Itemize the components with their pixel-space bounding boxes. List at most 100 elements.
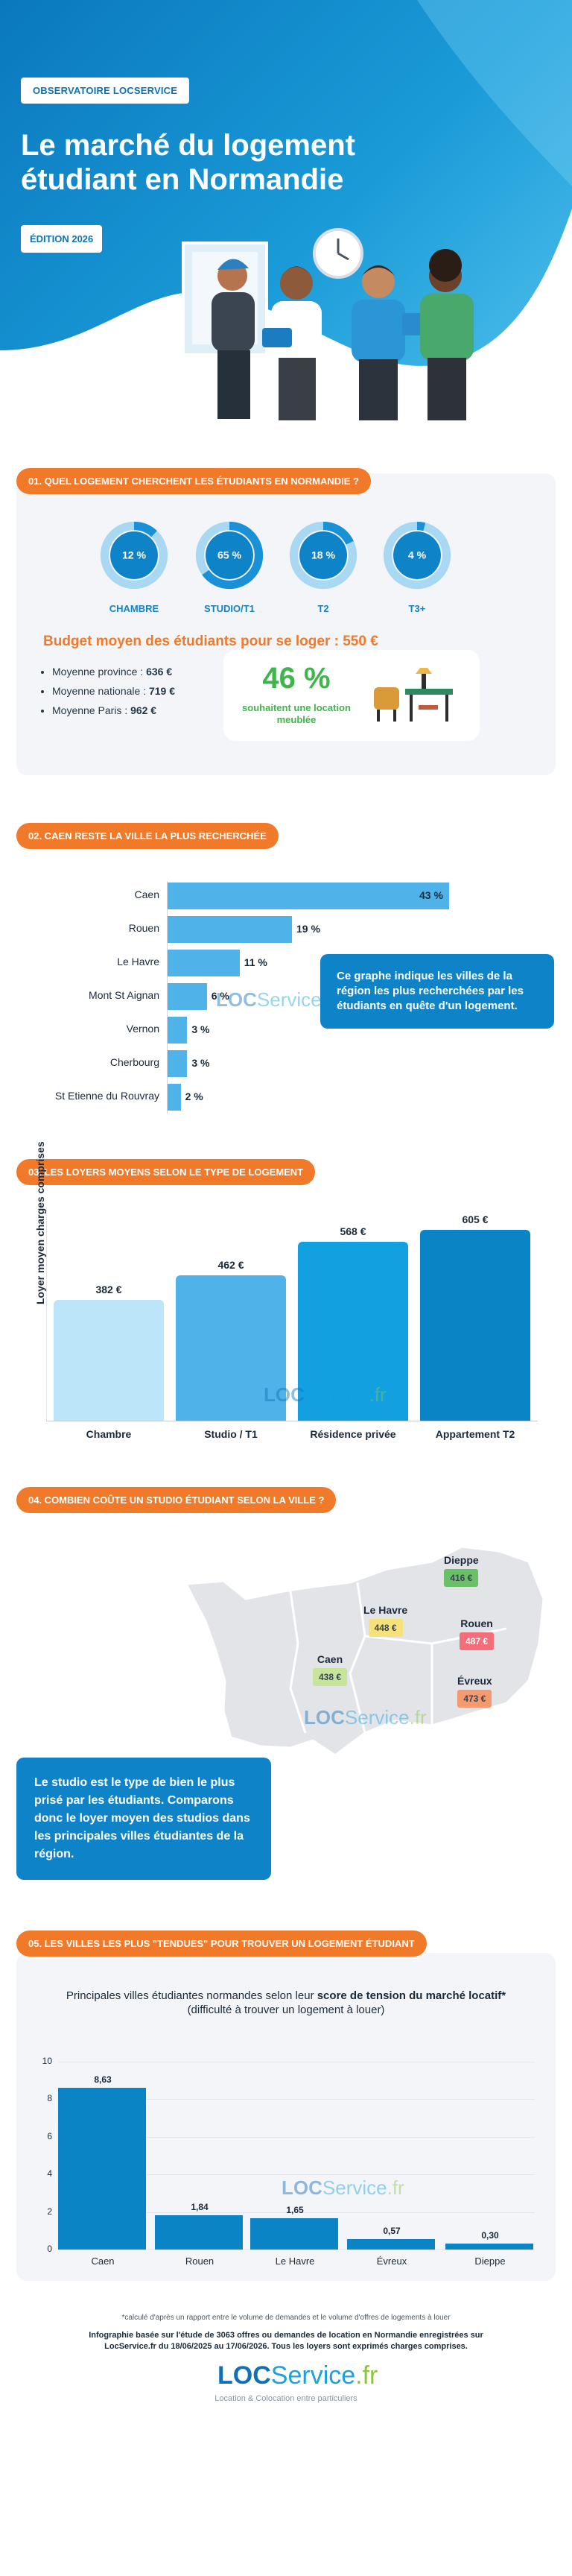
tension-bar [155,2214,243,2250]
tension-bar [250,2218,338,2250]
city-value-label: 11 % [244,956,267,968]
city-bar [168,916,293,943]
city-value-label: 6 % [211,990,229,1002]
gridline [58,2099,535,2100]
rent-value-label: 568 € [340,1225,366,1237]
city-bar [168,1084,181,1111]
city-name: Cherbourg [109,1056,159,1068]
city-bar [168,983,207,1010]
city-name: St Etienne du Rouvray [54,1090,159,1102]
donut-label: CHAMBRE [109,603,159,614]
rent-bar [54,1300,164,1421]
tension-bar [347,2238,435,2250]
rent-bar [420,1230,530,1421]
map-city-label: Rouen 487 € [460,1617,495,1650]
rent-category-label: Studio / T1 [204,1428,258,1440]
gridline [58,2136,535,2138]
city-value-label: 2 % [185,1090,203,1102]
gridline [58,2174,535,2176]
tension-category-label: Dieppe [474,2255,506,2267]
normandy-map [184,1545,545,1757]
y-tick-label: 2 [47,2206,52,2217]
section-studio-villes: 04. COMBIEN COÛTE UN STUDIO ÉTUDIANT SEL… [0,1487,572,1890]
map-city-label: Dieppe 416 € [444,1554,479,1587]
map-city-name: Le Havre [363,1604,408,1616]
donut-value: 4 % [408,549,427,561]
budget-averages-list: Moyenne province : 636 € Moyenne nationa… [52,666,175,724]
map-city-label: Le Havre 448 € [363,1604,407,1637]
rent-y-axis-label: Loyer moyen charges comprises [34,1141,46,1304]
map-city-name: Caen [317,1653,343,1665]
city-name: Caen [134,888,159,900]
edition-badge: ÉDITION 2026 [21,225,103,253]
tension-chart-title: Principales villes étudiantes normandes … [66,1989,506,2016]
section-loyers-type: 03. LES LOYERS MOYENS SELON LE TYPE DE L… [0,1159,572,1450]
y-tick-label: 0 [47,2244,52,2254]
budget-item: Moyenne province : 636 € [52,666,175,678]
tension-value-label: 8,63 [94,2074,112,2085]
rent-value-label: 382 € [95,1284,122,1296]
donut-label: T2 [317,603,329,614]
housing-type-0: 12 % CHAMBRE [89,520,179,614]
city-bar [168,950,240,976]
rent-value-label: 462 € [217,1258,244,1271]
donut-value: 18 % [311,549,336,561]
map-city-label: Évreux 473 € [457,1675,492,1708]
y-tick-label: 10 [42,2056,52,2066]
hero-header: OBSERVATOIRE LOCSERVICE Le marché du log… [0,0,572,436]
locservice-watermark: LOCService.fr [282,2176,404,2199]
furnished-card: 46 % souhaitent une location meublée [223,650,480,741]
donut-fill-arc [195,521,264,590]
section-logement-recherche: 01. QUEL LOGEMENT CHERCHENT LES ÉTUDIANT… [0,455,572,775]
tension-category-label: Le Havre [275,2255,315,2267]
map-city-price: 487 € [460,1632,495,1650]
city-bar-row: St Etienne du Rouvray 2 % [0,1082,572,1111]
map-city-name: Évreux [457,1675,492,1687]
city-value-label: 3 % [191,1023,210,1035]
gridline [58,2212,535,2213]
city-value-label: 19 % [296,923,320,935]
methodology-note: Infographie basée sur l'étude de 3063 of… [89,2331,483,2351]
rent-value-label: 605 € [462,1213,489,1225]
city-bar-chart: Caen 43 % Rouen 19 % Le Havre 11 % Mont St Aig… [0,881,572,1127]
city-bar-row: Caen 43 % [0,881,572,909]
furnished-percentage: 46 % [262,662,331,695]
donut-fill-arc [100,521,168,590]
city-name: Rouen [128,922,159,934]
y-axis-line [167,881,168,1114]
donut-label: STUDIO/T1 [204,603,255,614]
housing-type-2: 18 % T2 [279,520,368,614]
observatoire-badge: OBSERVATOIRE LOCSERVICE [21,78,190,104]
map-city-price: 448 € [368,1619,403,1637]
budget-item: Moyenne nationale : 719 € [52,685,175,697]
tension-category-label: Rouen [185,2255,214,2267]
city-name: Mont St Aignan [89,989,159,1001]
donut-value: 12 % [122,549,147,561]
section3-heading: 03. LES LOYERS MOYENS SELON LE TYPE DE L… [16,1159,316,1185]
locservice-watermark: LOCService.fr [264,1383,387,1406]
footnote: *calculé d'après un rapport entre le vol… [121,2314,451,2322]
y-tick-label: 8 [47,2093,52,2104]
section-villes-recherchees: 02. CAEN RESTE LA VILLE LA PLUS RECHERCH… [0,812,572,1133]
logo-tagline: Location & Colocation entre particuliers [214,2394,358,2403]
tension-value-label: 0,57 [383,2225,401,2236]
tension-bar [445,2244,533,2250]
y-axis-line [46,1208,47,1421]
furnished-label: souhaitent une location meublée [242,702,351,725]
y-tick-label: 4 [47,2168,52,2179]
rent-category-label: Résidence privée [310,1428,396,1440]
map-city-name: Rouen [460,1617,493,1629]
rent-bar [176,1275,286,1421]
locservice-watermark: LOCService.fr [304,1706,427,1729]
tension-bar [58,2087,146,2250]
tension-value-label: 1,84 [191,2201,209,2212]
map-city-price: 416 € [444,1569,479,1587]
rent-category-label: Chambre [86,1428,132,1440]
tension-value-label: 1,65 [286,2205,304,2216]
donut-value: 65 % [217,549,242,561]
city-name: Le Havre [117,956,159,967]
donut-ring: 4 % [383,521,451,590]
rent-bar [298,1241,408,1421]
locservice-logo[interactable]: LOCService.fr [217,2361,378,2390]
city-bar [168,1050,188,1077]
